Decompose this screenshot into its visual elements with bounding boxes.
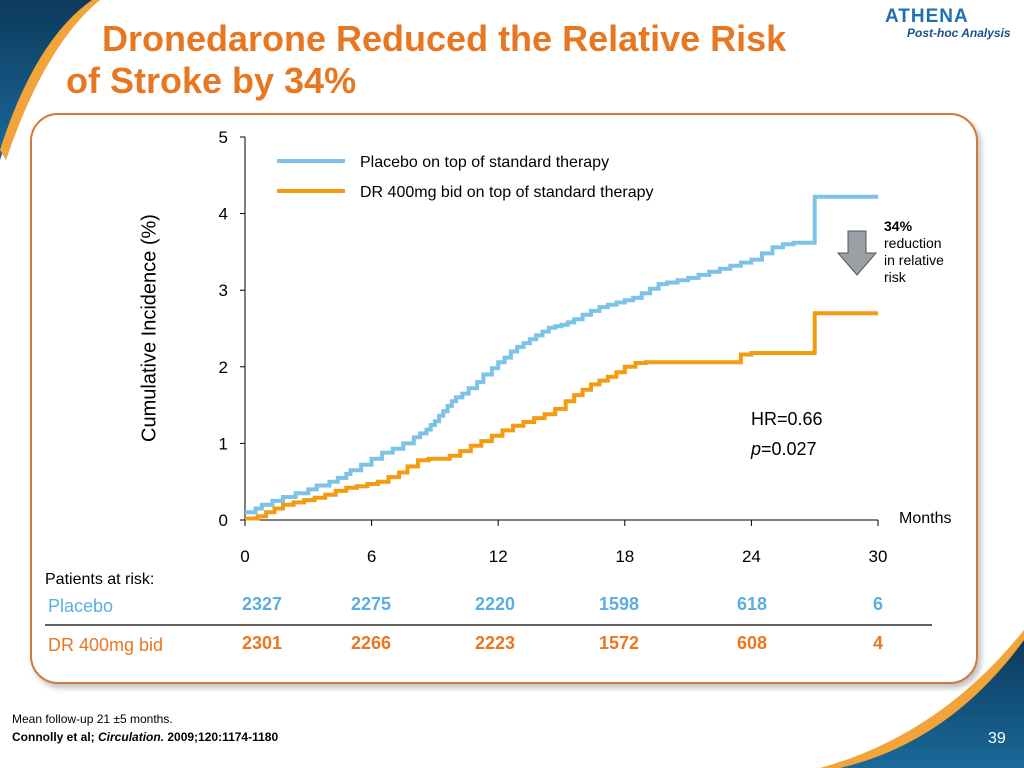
x-axis-label: Months — [899, 510, 951, 527]
risk-table-cell: 2220 — [475, 594, 515, 614]
risk-table-cell: 4 — [873, 633, 883, 653]
risk-table-cell: 618 — [737, 594, 767, 614]
legend-label: Placebo on top of standard therapy — [360, 154, 609, 171]
reference-authors: Connolly et al; — [12, 730, 99, 744]
hazard-ratio: HR=0.66 — [751, 409, 823, 429]
annotation-text2: in relative — [884, 252, 944, 268]
risk-table-cell: 6 — [873, 594, 883, 614]
risk-table-cell: 2275 — [351, 594, 391, 614]
chart-legend: Placebo on top of standard therapy DR 400… — [277, 154, 654, 201]
annotation-text1: reduction — [884, 235, 942, 251]
p-value: p=0.027 — [751, 434, 823, 464]
risk-table-heading: Patients at risk: — [45, 571, 154, 588]
risk-table: Patients at risk: Placebo 2327 2275 2220 1598… — [45, 571, 932, 655]
top-left-swoosh-accent — [0, 0, 100, 160]
risk-table-cell: 2301 — [242, 633, 282, 653]
athena-logo: ATHENA Post-hoc Analysis — [885, 6, 1011, 40]
p-symbol: p — [751, 439, 762, 459]
risk-table-cell: 2327 — [242, 594, 282, 614]
chart-panel — [30, 113, 978, 684]
risk-reduction-annotation: 34% reduction in relative risk — [884, 218, 944, 286]
page-number: 39 — [988, 730, 1006, 747]
page-title-line2: of Stroke by 34% — [66, 60, 357, 101]
dr-400mg-line — [245, 311, 878, 521]
risk-table-cell: 2223 — [475, 633, 515, 653]
risk-reduction-pct: 34% — [884, 218, 913, 234]
x-tick-label: 0 — [240, 547, 249, 566]
x-tick-label: 6 — [367, 547, 376, 566]
y-tick-label: 3 — [219, 281, 228, 300]
x-tick-label: 30 — [869, 547, 888, 566]
x-tick-label: 12 — [489, 547, 508, 566]
page-title-line1: Dronedarone Reduced the Relative Risk — [102, 18, 787, 59]
down-arrow-icon — [836, 230, 878, 276]
p-value-number: =0.027 — [761, 439, 817, 459]
y-tick-label: 0 — [219, 511, 228, 530]
risk-table-cell: 2266 — [351, 633, 391, 653]
reference-citation: 2009;120:1174-1180 — [164, 730, 279, 744]
risk-table-cell: 608 — [737, 633, 767, 653]
hazard-ratio-box: HR=0.66 p=0.027 — [751, 404, 823, 464]
risk-table-cell: 1598 — [599, 594, 639, 614]
y-tick-label: 5 — [219, 128, 228, 147]
logo-subtitle: Post-hoc Analysis — [907, 26, 1011, 40]
risk-table-cell: 1572 — [599, 633, 639, 653]
y-tick-label: 4 — [219, 205, 228, 224]
y-tick-label: 1 — [219, 434, 228, 453]
y-tick-label: 2 — [219, 358, 228, 377]
y-axis-label: Cumulative Incidence (%) — [138, 214, 161, 442]
risk-row-label-placebo: Placebo — [48, 596, 113, 616]
x-tick-label: 24 — [742, 547, 761, 566]
reference: Connolly et al; Circulation. 2009;120:11… — [12, 730, 278, 744]
placebo-line — [245, 194, 878, 515]
risk-row-label-dr: DR 400mg bid — [48, 635, 163, 655]
bottom-right-swoosh — [840, 640, 1024, 768]
x-tick-label: 18 — [615, 547, 634, 566]
reference-journal: Circulation. — [98, 730, 165, 744]
chart-lines — [245, 194, 878, 521]
legend-label: DR 400mg bid on top of standard therapy — [360, 184, 654, 201]
logo-name: ATHENA — [885, 6, 969, 27]
top-left-swoosh — [0, 0, 95, 160]
annotation-text3: risk — [884, 269, 906, 285]
follow-up-note: Mean follow-up 21 ±5 months. — [12, 712, 173, 726]
